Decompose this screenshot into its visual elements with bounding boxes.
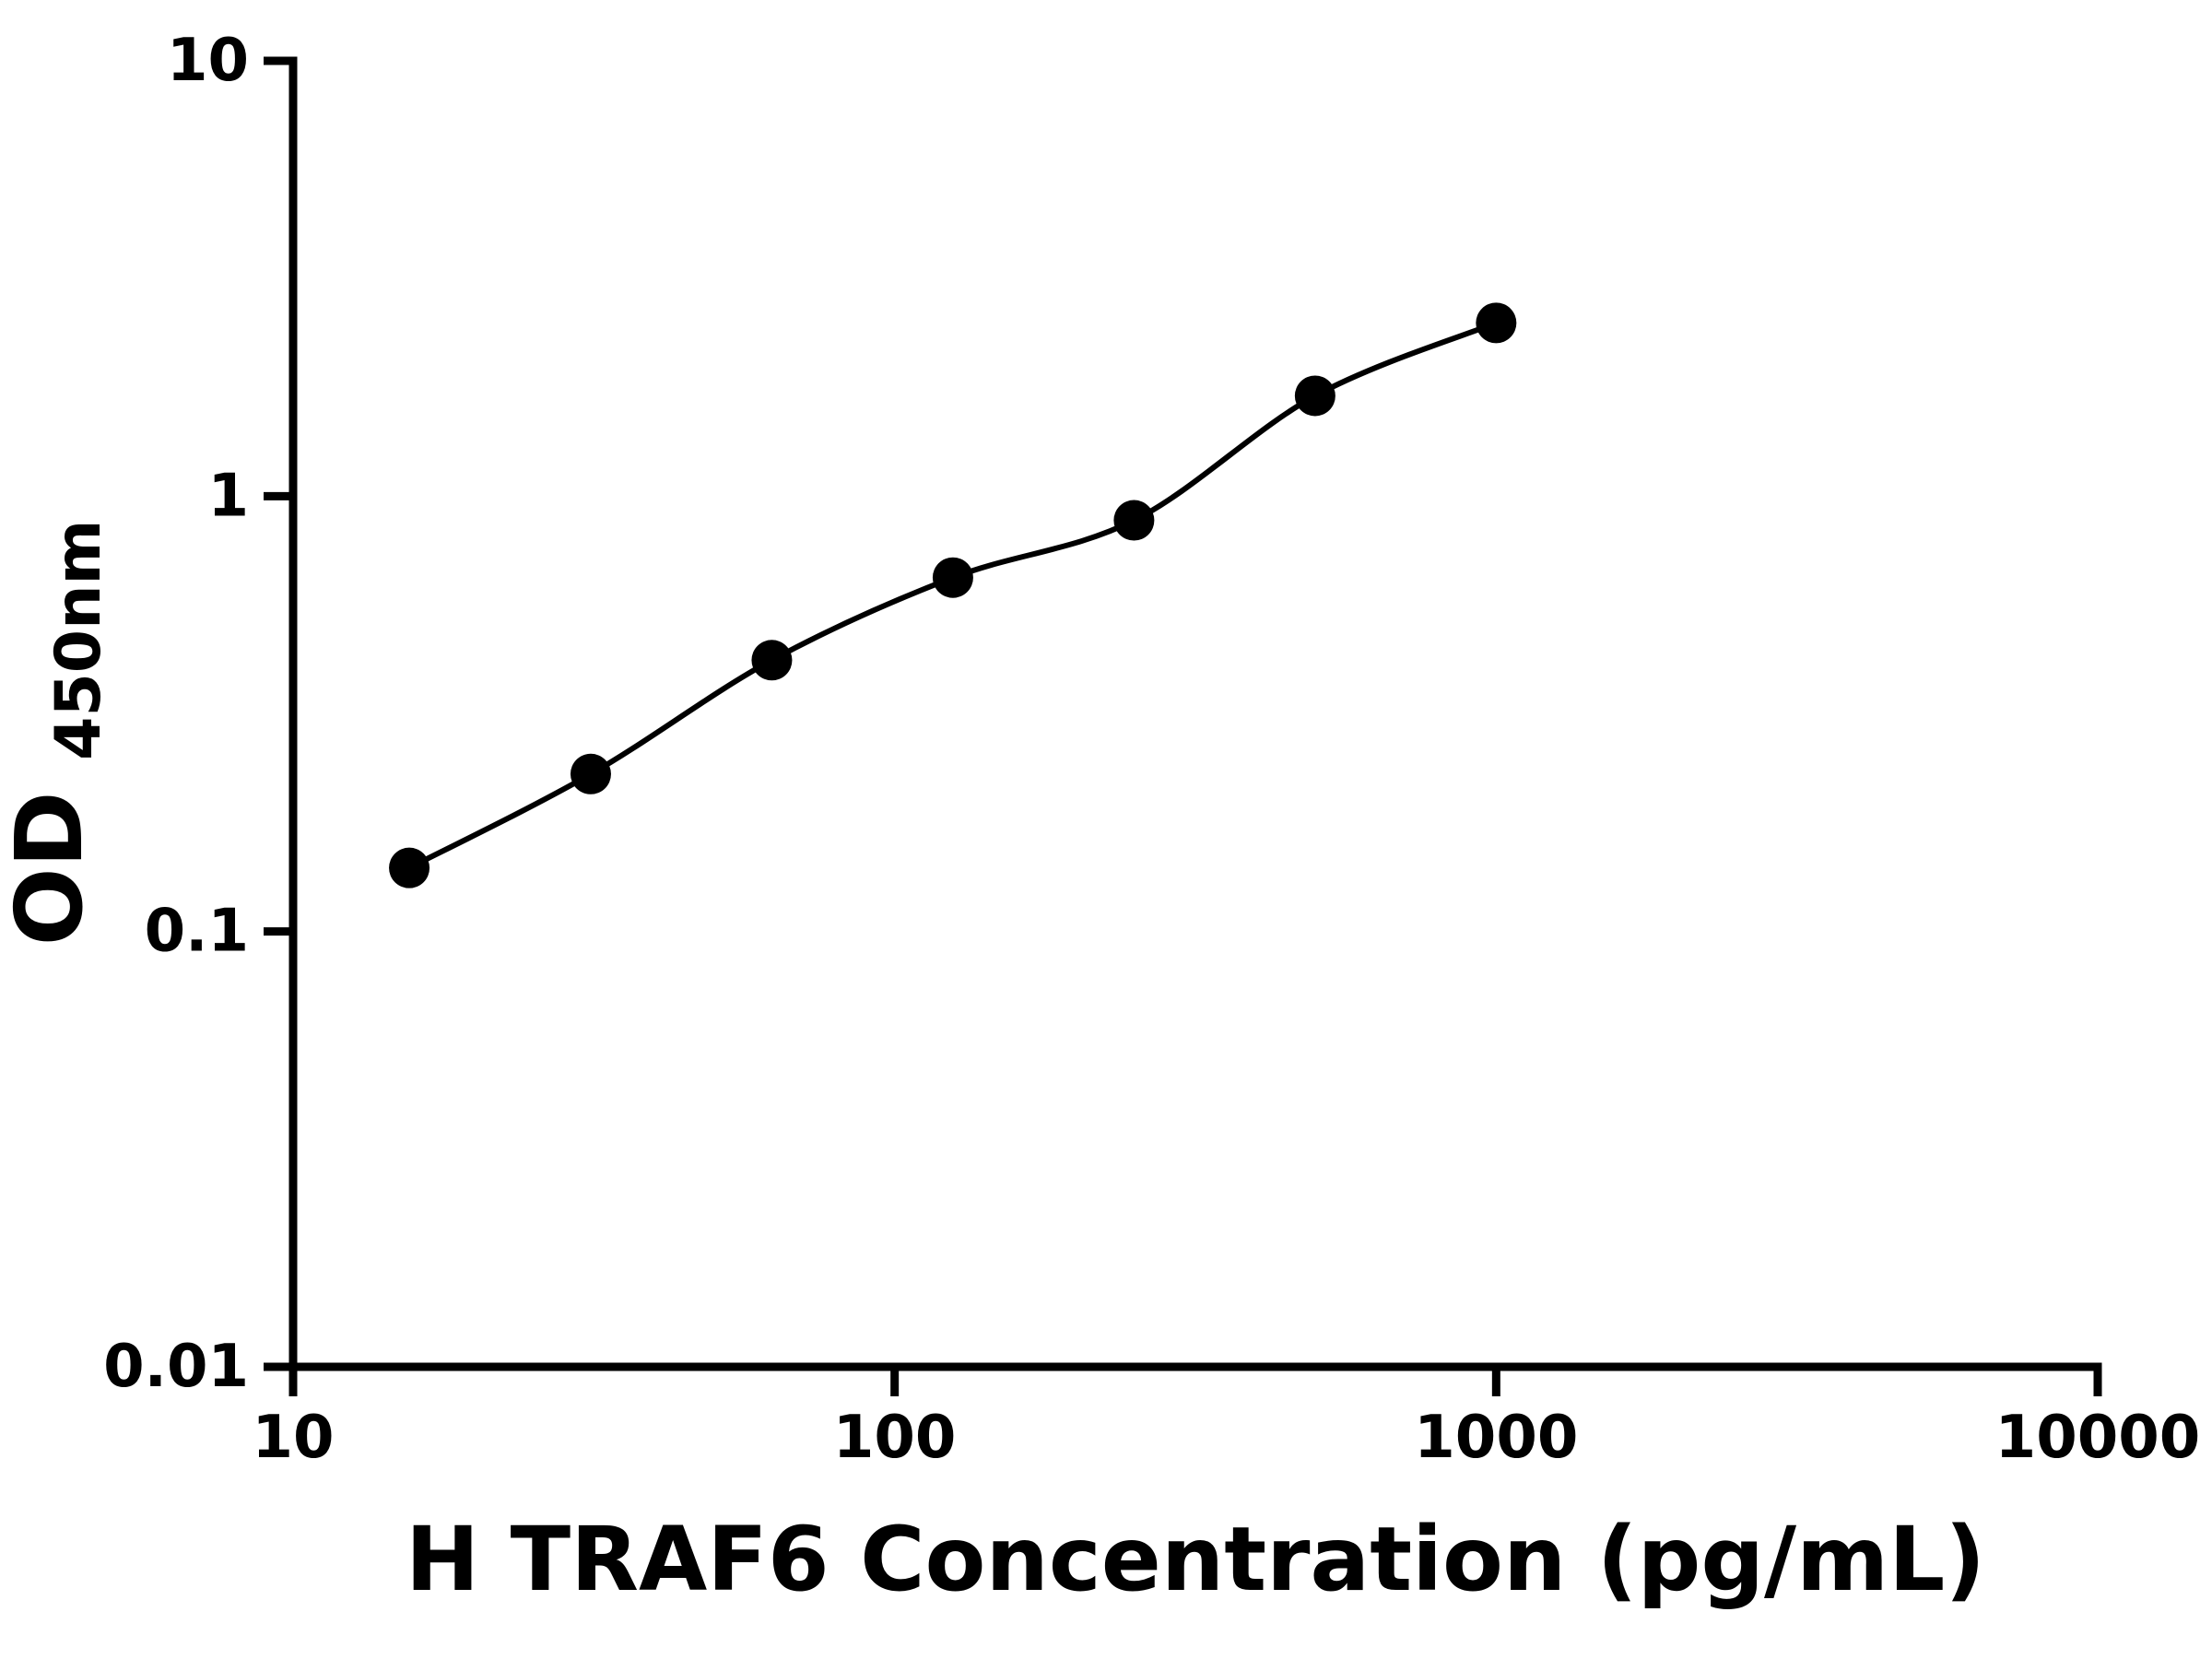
y-axis-title-subscript: 450nm xyxy=(42,520,115,760)
y-axis-title: OD 450nm xyxy=(0,520,115,947)
x-tick-label: 100 xyxy=(833,1404,957,1472)
plot-area: 10 100 1000 10000 10 1 0.1 0.01 xyxy=(103,27,2200,1472)
data-point xyxy=(1113,500,1155,541)
data-point xyxy=(932,557,973,598)
data-point xyxy=(570,753,611,794)
y-tick-label: 0.01 xyxy=(103,1333,249,1401)
data-point xyxy=(1476,302,1517,344)
axis-lines xyxy=(288,56,2102,1371)
data-point xyxy=(1294,375,1335,417)
x-tick-label: 10000 xyxy=(1995,1404,2201,1472)
x-tick-label: 10 xyxy=(252,1404,334,1472)
x-axis-title: H TRAF6 Concentration (pg/mL) xyxy=(406,1508,1985,1611)
y-tick-label: 0.1 xyxy=(145,898,249,966)
data-point xyxy=(751,640,793,681)
x-tick-label: 1000 xyxy=(1414,1404,1578,1472)
y-tick-label: 10 xyxy=(167,27,249,95)
data-point xyxy=(389,847,430,888)
y-tick-label: 1 xyxy=(207,462,249,530)
y-axis-title-main: OD xyxy=(0,791,103,946)
